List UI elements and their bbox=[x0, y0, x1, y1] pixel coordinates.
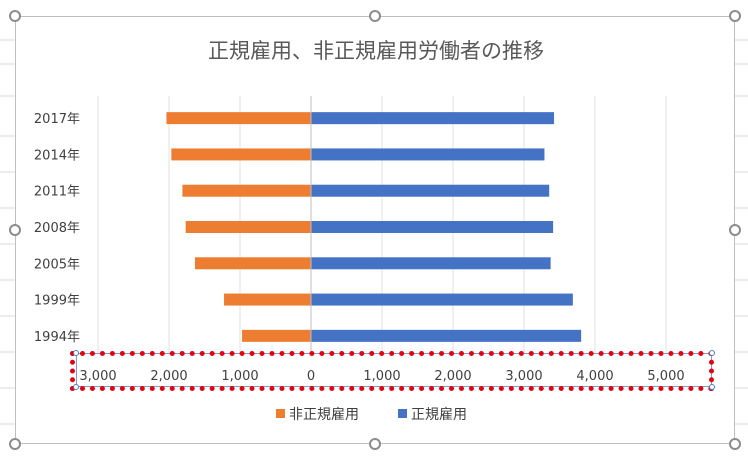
y-axis-label: 2017年 bbox=[34, 112, 80, 127]
y-axis-label: 2014年 bbox=[34, 148, 80, 163]
y-axis-labels[interactable]: 2017年 2014年 2011年 2008年 2005年 1999年 1994年 bbox=[34, 112, 80, 345]
x-axis-label: 5,000 bbox=[647, 369, 684, 384]
x-axis-labels[interactable]: 3,000 2,000 1,000 0 1,000 2,000 3,000 4,000 5,00… bbox=[79, 369, 684, 384]
x-axis-label: 3,000 bbox=[79, 369, 116, 384]
x-axis-label: 1,000 bbox=[221, 369, 258, 384]
resize-handle-bottom-right[interactable] bbox=[729, 438, 741, 450]
resize-handle-middle-right[interactable] bbox=[729, 224, 741, 236]
x-axis-selection-handle[interactable] bbox=[73, 350, 79, 356]
bar-regular[interactable] bbox=[311, 112, 555, 125]
x-axis-label: 4,000 bbox=[576, 369, 613, 384]
y-axis-label: 2008年 bbox=[34, 221, 80, 236]
bar-regular[interactable] bbox=[311, 329, 582, 342]
bar-regular[interactable] bbox=[311, 184, 550, 197]
resize-handle-bottom-center[interactable] bbox=[369, 438, 381, 450]
legend-label-regular: 正規雇用 bbox=[411, 406, 467, 423]
bars[interactable] bbox=[166, 112, 582, 342]
y-axis-label: 2005年 bbox=[34, 257, 80, 272]
bar-non-regular[interactable] bbox=[185, 221, 311, 233]
y-axis-label: 2011年 bbox=[34, 185, 80, 200]
resize-handle-top-right[interactable] bbox=[729, 10, 741, 22]
resize-handle-top-center[interactable] bbox=[369, 10, 381, 22]
x-axis-selection-handle[interactable] bbox=[73, 384, 79, 390]
legend-swatch-regular bbox=[398, 409, 407, 418]
x-axis-highlight-border bbox=[70, 351, 714, 391]
x-axis-selection-handle[interactable] bbox=[709, 350, 715, 356]
bar-regular[interactable] bbox=[311, 293, 573, 306]
bar-regular[interactable] bbox=[311, 221, 554, 233]
resize-handle-middle-left[interactable] bbox=[9, 224, 21, 236]
legend-swatch-non-regular bbox=[276, 409, 285, 418]
x-axis-label: 0 bbox=[307, 369, 315, 384]
resize-handle-bottom-left[interactable] bbox=[9, 438, 21, 450]
chart-title[interactable]: 正規雇用、非正規雇用労働者の推移 bbox=[208, 39, 544, 63]
bar-non-regular[interactable] bbox=[224, 293, 311, 306]
bar-non-regular[interactable] bbox=[171, 148, 311, 161]
legend-label-non-regular: 非正規雇用 bbox=[289, 406, 359, 423]
x-axis-label: 2,000 bbox=[434, 369, 471, 384]
bar-non-regular[interactable] bbox=[182, 184, 311, 197]
x-axis-label: 1,000 bbox=[363, 369, 400, 384]
y-axis-label: 1994年 bbox=[34, 330, 80, 345]
x-axis-label: 2,000 bbox=[150, 369, 187, 384]
bar-non-regular[interactable] bbox=[194, 257, 311, 270]
bar-non-regular[interactable] bbox=[242, 329, 311, 342]
bar-non-regular[interactable] bbox=[166, 112, 311, 125]
x-axis-label: 3,000 bbox=[505, 369, 542, 384]
resize-handle-top-left[interactable] bbox=[9, 10, 21, 22]
legend[interactable]: 非正規雇用 正規雇用 bbox=[276, 406, 467, 423]
y-axis-label: 1999年 bbox=[34, 294, 80, 309]
bar-regular[interactable] bbox=[311, 257, 551, 270]
bar-regular[interactable] bbox=[311, 148, 545, 161]
x-axis-selection-handle[interactable] bbox=[709, 384, 715, 390]
